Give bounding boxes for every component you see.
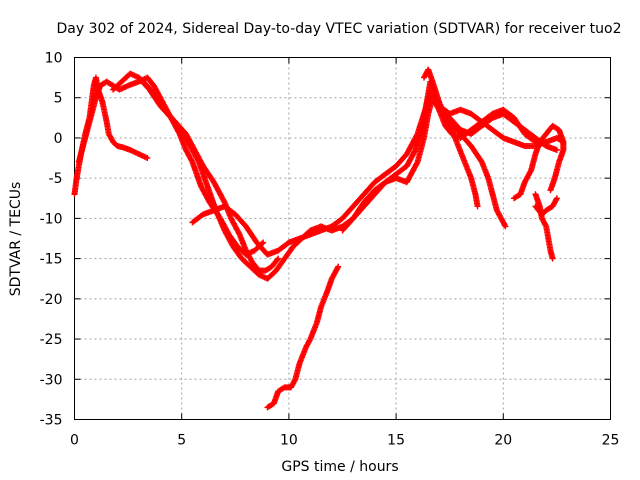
data-point	[335, 263, 342, 270]
y-tick-label: -5	[49, 171, 63, 187]
data-point	[549, 255, 556, 262]
x-tick-label: 15	[387, 433, 405, 449]
series-track-h	[420, 66, 481, 210]
data-point	[553, 147, 560, 154]
data-point	[274, 256, 281, 263]
x-tick-label: 10	[280, 433, 298, 449]
chart-title: Day 302 of 2024, Sidereal Day-to-day VTE…	[56, 21, 621, 37]
y-tick-label: -25	[40, 332, 63, 348]
series-track-j	[511, 122, 567, 202]
data-point	[474, 203, 481, 210]
y-tick-label: -10	[40, 211, 63, 227]
series-track-f	[264, 263, 342, 411]
x-tick-label: 25	[602, 433, 620, 449]
data-point	[553, 195, 560, 202]
data-point	[275, 255, 282, 262]
y-tick-label: 10	[45, 51, 63, 67]
data-point	[547, 187, 554, 194]
tick-layer: 0 5 10 15 20 25 10 5 0 -5 -10 -15 -20 -25 -30 -35	[40, 51, 620, 449]
data-point	[144, 155, 151, 162]
series-track-l	[532, 195, 560, 218]
y-tick-label: -35	[40, 413, 63, 429]
x-tick-label: 0	[70, 433, 79, 449]
series-track-k	[532, 191, 556, 262]
x-tick-label: 20	[494, 433, 512, 449]
data-point	[502, 223, 509, 230]
y-tick-label: -15	[40, 252, 63, 268]
y-tick-label: -30	[40, 372, 63, 388]
data-point	[260, 239, 267, 246]
x-axis-label: GPS time / hours	[281, 459, 398, 475]
y-tick-label: 0	[54, 131, 63, 147]
grid-layer	[74, 57, 611, 420]
series-track-i	[446, 118, 509, 230]
y-tick-label: 5	[54, 91, 63, 107]
y-tick-label: -20	[40, 292, 63, 308]
data-point	[531, 138, 538, 145]
plot-frame	[74, 57, 611, 420]
data-points	[71, 66, 567, 411]
y-axis-label: SDTVAR / TECUs	[8, 182, 24, 297]
series-track-g	[339, 94, 539, 234]
x-tick-label: 5	[177, 433, 186, 449]
series-track-e	[189, 90, 560, 258]
